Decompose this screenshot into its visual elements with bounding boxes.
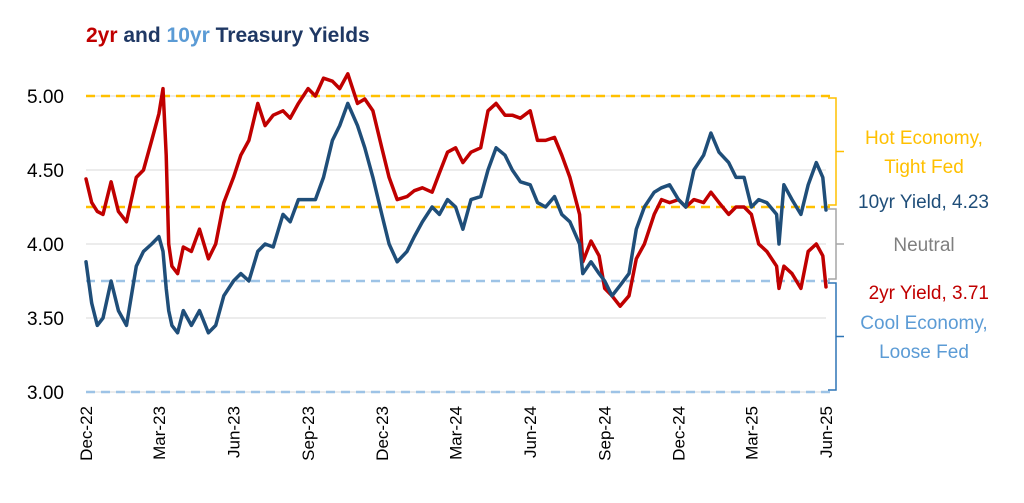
reference-lines — [86, 94, 830, 394]
end-label-2yr: 2yr Yield, 3.71 — [869, 283, 989, 304]
series-lines — [84, 72, 828, 335]
y-tick-label: 3.00 — [27, 383, 64, 404]
x-tick-label: Dec-24 — [669, 406, 688, 461]
chart-title-part: Treasury Yields — [210, 24, 370, 47]
y-tick-label: 5.00 — [27, 87, 64, 108]
y-tick-label: 4.50 — [27, 161, 64, 182]
x-axis-ticks: Dec-22 Mar-23 Jun-23 Sep-23 Dec-23 Mar-24 Jun-… — [77, 406, 836, 461]
x-tick-label: Dec-22 — [77, 406, 96, 461]
x-tick-label: Dec-23 — [373, 406, 392, 461]
zone-label: Tight Fed — [884, 157, 964, 178]
x-tick-label: Mar-25 — [742, 406, 761, 460]
x-tick-label: Mar-24 — [447, 406, 466, 460]
end-labels: 2yr Yield, 3.71 10yr Yield, 4.23 — [858, 192, 989, 304]
zone-label: Hot Economy, — [865, 128, 983, 149]
zone-bracket — [828, 97, 844, 206]
chart-title-part: 10yr — [167, 24, 210, 47]
x-tick-label: Jun-25 — [817, 406, 836, 458]
zone-label: Loose Fed — [879, 342, 969, 363]
zone-bracket — [828, 282, 844, 391]
x-tick-label: Sep-24 — [596, 406, 615, 461]
y-tick-label: 4.00 — [27, 235, 64, 256]
zone-bracket — [828, 208, 844, 280]
series-line-2yr — [84, 72, 828, 308]
x-tick-label: Sep-23 — [299, 406, 318, 461]
x-tick-label: Mar-23 — [150, 406, 169, 460]
y-axis-ticks: 3.00 3.50 4.00 4.50 5.00 — [27, 87, 64, 404]
x-tick-label: Jun-24 — [521, 406, 540, 458]
chart-title: 2yr and 10yr Treasury Yields — [86, 24, 370, 47]
zone-brackets: Hot Economy, Tight Fed Neutral Cool Economy… — [828, 97, 988, 391]
chart-title-part: and — [118, 24, 167, 47]
y-tick-label: 3.50 — [27, 309, 64, 330]
end-label-10yr: 10yr Yield, 4.23 — [858, 192, 989, 213]
zone-label: Neutral — [893, 235, 954, 256]
series-line-10yr — [84, 101, 828, 335]
x-tick-label: Jun-23 — [225, 406, 244, 458]
zone-label: Cool Economy, — [860, 313, 987, 334]
chart-title-part: 2yr — [86, 24, 118, 47]
